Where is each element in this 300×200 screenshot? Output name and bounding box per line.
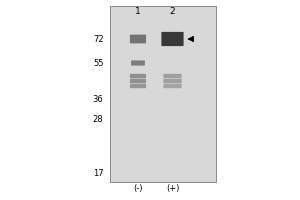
FancyBboxPatch shape — [163, 79, 182, 83]
FancyBboxPatch shape — [130, 74, 146, 78]
FancyBboxPatch shape — [161, 32, 184, 46]
Bar — [110, 6, 216, 182]
Text: 1: 1 — [135, 6, 141, 16]
Text: 55: 55 — [93, 58, 104, 68]
FancyBboxPatch shape — [130, 84, 146, 88]
Text: 28: 28 — [93, 116, 104, 124]
Text: 2: 2 — [170, 6, 175, 16]
Text: 72: 72 — [93, 34, 104, 44]
Text: (-): (-) — [133, 184, 143, 193]
FancyBboxPatch shape — [163, 74, 182, 78]
Text: 17: 17 — [93, 168, 104, 178]
FancyBboxPatch shape — [131, 60, 145, 66]
Text: (+): (+) — [166, 184, 179, 193]
FancyBboxPatch shape — [130, 35, 146, 43]
FancyBboxPatch shape — [130, 79, 146, 83]
Text: 36: 36 — [93, 95, 104, 104]
FancyBboxPatch shape — [163, 84, 182, 88]
